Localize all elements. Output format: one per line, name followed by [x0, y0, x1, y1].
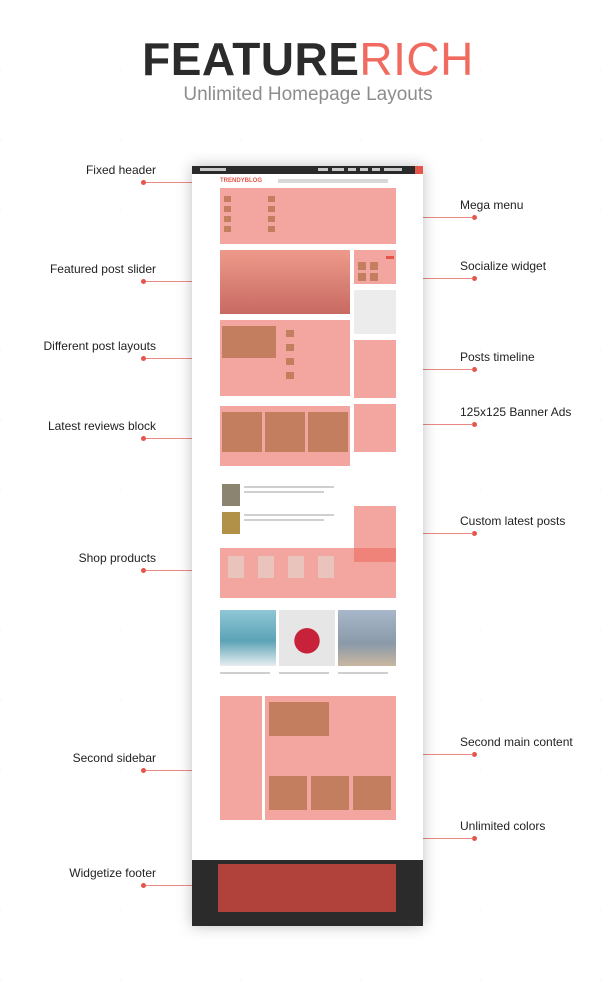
callout-socialize-widget: Socialize widget	[460, 259, 547, 273]
callout-line	[398, 278, 473, 279]
website-mockup: TRENDYBLOG	[192, 166, 423, 926]
callout-dot	[472, 752, 477, 757]
shop-products-block	[220, 548, 396, 598]
callout-line	[146, 570, 218, 571]
callout-post-layouts: Different post layouts	[43, 339, 156, 353]
title-main: FEATURE	[142, 33, 360, 85]
callout-fixed-header: Fixed header	[85, 163, 156, 177]
page-subtitle: Unlimited Homepage Layouts	[183, 84, 433, 105]
callout-custom-latest-posts: Custom latest posts	[460, 514, 566, 528]
socialize-widget-block	[354, 250, 396, 284]
widgetize-footer-block	[192, 860, 423, 926]
second-sidebar-block	[220, 696, 262, 820]
callout-dot	[141, 436, 146, 441]
callout-line	[146, 358, 218, 359]
callout-dot	[472, 367, 477, 372]
callout-line	[146, 182, 216, 183]
callout-line	[398, 217, 473, 218]
callout-banner-ads: 125x125 Banner Ads	[460, 405, 572, 419]
post-layouts-block	[220, 320, 350, 396]
callout-dot	[472, 531, 477, 536]
callout-line	[398, 838, 473, 839]
callout-second-main-content: Second main content	[460, 735, 573, 749]
callout-widgetize-footer: Widgetize footer	[69, 866, 156, 880]
latest-reviews-block	[220, 406, 350, 466]
callout-dot	[141, 356, 146, 361]
mega-menu-block	[220, 188, 396, 244]
callout-dot	[141, 180, 146, 185]
callout-line	[398, 533, 473, 534]
callout-second-sidebar: Second sidebar	[72, 751, 156, 765]
callout-line	[146, 438, 218, 439]
posts-timeline-block	[354, 340, 396, 398]
movie-photo-berries	[279, 610, 335, 666]
banner-ads-block	[354, 404, 396, 452]
callout-dot	[141, 279, 146, 284]
second-main-content-block	[265, 696, 396, 820]
callout-latest-reviews: Latest reviews block	[47, 419, 156, 433]
callout-line	[146, 885, 218, 886]
featured-slider-block	[220, 250, 350, 314]
title-accent: RICH	[359, 33, 474, 85]
callout-unlimited-colors: Unlimited colors	[460, 819, 546, 833]
callout-featured-slider: Featured post slider	[49, 262, 156, 276]
fixed-header-bar	[192, 166, 423, 174]
callout-shop-products: Shop products	[78, 551, 156, 565]
callout-mega-menu: Mega menu	[460, 198, 524, 212]
movie-photo-crowd	[338, 610, 396, 666]
callout-dot	[141, 768, 146, 773]
callout-posts-timeline: Posts timeline	[460, 350, 535, 364]
callout-line	[398, 369, 473, 370]
callout-dot	[141, 568, 146, 573]
callout-line	[398, 424, 473, 425]
callout-dot	[472, 422, 477, 427]
movie-photo-surf	[220, 610, 276, 666]
callout-line	[398, 754, 473, 755]
callout-dot	[472, 836, 477, 841]
callout-line	[146, 281, 218, 282]
callout-dot	[141, 883, 146, 888]
callout-dot	[472, 215, 477, 220]
callout-dot	[472, 276, 477, 281]
page-title: FEATURERICH	[0, 32, 616, 86]
mockup-logo: TRENDYBLOG	[220, 178, 262, 184]
callout-line	[146, 770, 218, 771]
